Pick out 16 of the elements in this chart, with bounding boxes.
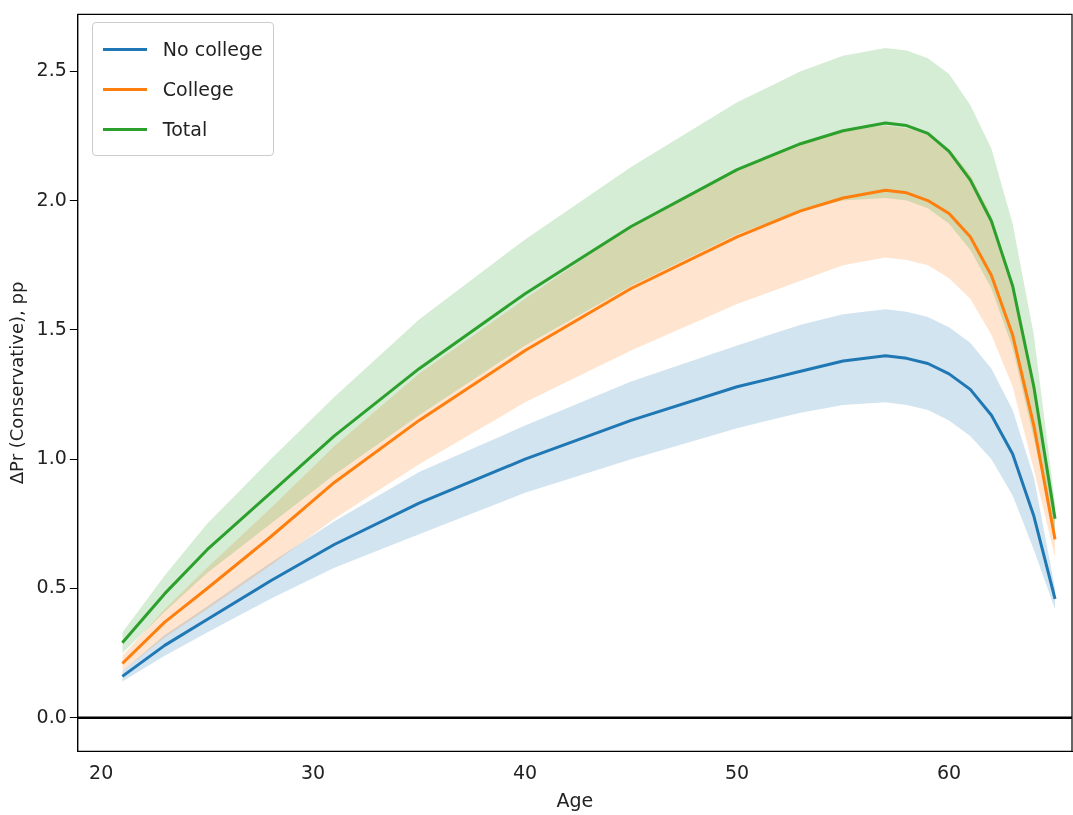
y-tick-label: 2.0 <box>36 187 67 210</box>
y-axis-title: ΔPr (Conservative), pp <box>6 281 28 485</box>
x-tick-label: 40 <box>513 760 538 783</box>
x-tick-label: 50 <box>724 760 750 783</box>
y-tick-label: 0.0 <box>36 704 67 727</box>
y-tick-label: 2.5 <box>36 58 67 81</box>
y-tick-label: 0.5 <box>36 575 67 598</box>
x-axis-title: Age <box>556 788 594 811</box>
y-tick-label: 1.5 <box>36 316 67 339</box>
x-tick-label: 60 <box>936 760 962 783</box>
x-tick-label: 20 <box>89 760 114 783</box>
x-tick-label: 30 <box>301 760 326 783</box>
y-tick-label: 1.0 <box>36 446 67 469</box>
legend-label: Total <box>162 118 208 141</box>
legend-label: College <box>162 78 234 101</box>
legend-label: No college <box>162 38 263 61</box>
